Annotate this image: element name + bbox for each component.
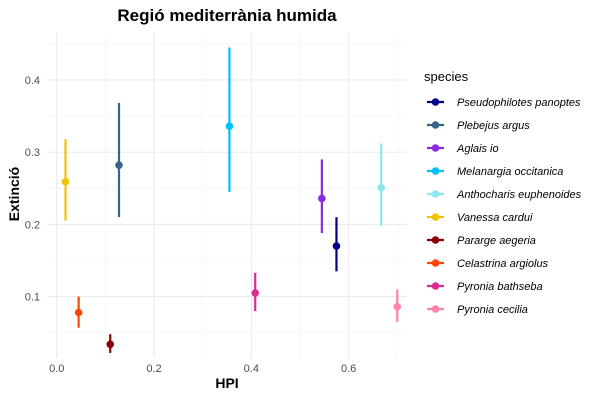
legend-item: Melanargia occitanica — [427, 166, 563, 178]
grid — [47, 33, 407, 358]
legend-item: Vanessa cardui — [427, 212, 533, 224]
y-tick-label: 0.3 — [25, 147, 40, 159]
tick-labels: 0.0 0.2 0.4 0.6 0.1 0.2 0.3 0.4 — [25, 75, 357, 375]
data-point — [251, 289, 260, 297]
chart-title: Regió mediterrània humida — [117, 6, 337, 25]
y-tick-label: 0.1 — [25, 292, 40, 304]
x-tick-label: 0.4 — [244, 363, 259, 375]
y-axis-title: Extinció — [6, 167, 22, 221]
legend-key-point — [431, 305, 440, 313]
legend-item: Celastrina argiolus — [427, 258, 549, 270]
legend-label: Aglais io — [456, 143, 499, 155]
data-point — [61, 177, 70, 186]
data-point — [106, 340, 115, 349]
data-point-group — [74, 296, 83, 328]
data-point-group — [115, 103, 123, 218]
x-tick-label: 0.0 — [49, 363, 64, 375]
legend-item: Pyronia cecilia — [427, 304, 528, 316]
data-point — [393, 302, 402, 311]
data-point-group — [377, 143, 386, 226]
legend-label: Anthocharis euphenoides — [456, 189, 582, 201]
legend: Pseudophilotes panoptes Plebejus argus Agl… — [427, 97, 582, 316]
legend-key-point — [431, 213, 440, 221]
data-point — [318, 194, 326, 203]
legend-label: Pyronia cecilia — [457, 304, 528, 316]
data-point-group — [61, 139, 70, 221]
data-point — [332, 242, 341, 250]
data-point — [225, 122, 234, 130]
legend-item: Pseudophilotes panoptes — [427, 97, 581, 109]
legend-label: Plebejus argus — [457, 120, 530, 132]
legend-label: Melanargia occitanica — [457, 166, 563, 178]
y-tick-label: 0.4 — [25, 75, 40, 87]
legend-label: Pseudophilotes panoptes — [457, 97, 581, 109]
legend-label: Pararge aegeria — [457, 235, 536, 247]
data-point-group — [225, 47, 234, 192]
legend-item: Aglais io — [427, 143, 499, 155]
data-point-group — [251, 272, 260, 312]
data-marks — [61, 47, 402, 353]
legend-key-point — [431, 121, 440, 129]
legend-key-point — [431, 98, 440, 106]
legend-key-point — [431, 259, 440, 267]
legend-key-point — [431, 167, 440, 175]
legend-label: Pyronia bathseba — [457, 281, 543, 293]
legend-key-point — [431, 236, 440, 244]
legend-key-point — [431, 282, 440, 290]
legend-title: species — [424, 69, 469, 84]
legend-label: Vanessa cardui — [457, 212, 533, 224]
x-axis-title: HPI — [215, 375, 238, 391]
legend-item: Pararge aegeria — [427, 235, 536, 247]
data-point — [115, 161, 123, 169]
data-point-group — [318, 159, 326, 234]
legend-item: Anthocharis euphenoides — [427, 189, 582, 201]
legend-key-point — [431, 190, 440, 198]
data-point-group — [332, 217, 341, 272]
data-point-group — [106, 334, 115, 353]
data-point — [377, 183, 386, 192]
x-tick-label: 0.2 — [146, 363, 161, 375]
data-point — [74, 308, 83, 317]
legend-key-point — [431, 144, 440, 152]
y-tick-label: 0.2 — [25, 219, 40, 231]
legend-item: Pyronia bathseba — [427, 281, 543, 293]
data-point-group — [393, 289, 402, 322]
legend-item: Plebejus argus — [427, 120, 530, 132]
x-tick-label: 0.6 — [341, 363, 356, 375]
legend-label: Celastrina argiolus — [457, 258, 549, 270]
